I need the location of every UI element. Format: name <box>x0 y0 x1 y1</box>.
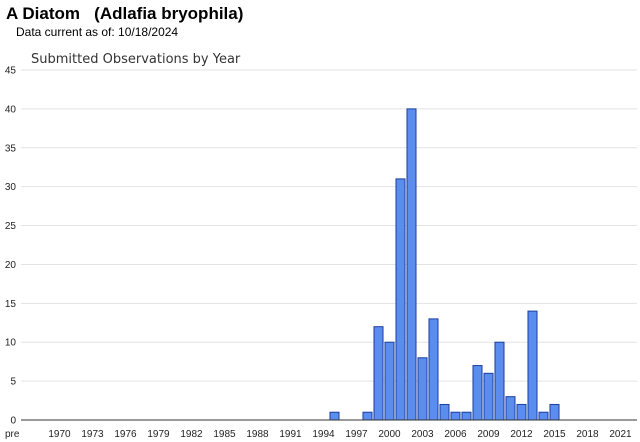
y-tick-label: 35 <box>5 143 17 154</box>
y-tick-label: 40 <box>5 104 17 115</box>
x-tick-label: 1982 <box>180 429 203 440</box>
bar-2017 <box>549 403 560 421</box>
y-tick-label: 30 <box>5 182 17 193</box>
bar-2013 <box>505 396 516 421</box>
x-tick-label: 2006 <box>444 429 467 440</box>
y-tick-label: 10 <box>5 338 17 349</box>
bar-2015 <box>527 310 538 421</box>
bar-2008 <box>450 411 461 421</box>
bar-2011 <box>483 372 494 421</box>
x-tick-label: 2009 <box>477 429 500 440</box>
chart-title: Submitted Observations by Year <box>31 52 241 67</box>
y-tick-label: 5 <box>10 377 16 388</box>
y-axis-ticks: 0 5 10 15 20 25 30 35 40 45 <box>5 66 17 427</box>
bar-2012 <box>494 341 505 421</box>
x-axis-ticks: pre 1970 1973 1976 1979 1982 1985 1988 1991 1994 1… <box>5 429 632 440</box>
bars <box>329 108 560 421</box>
x-tick-label: 1985 <box>213 429 236 440</box>
gridlines <box>21 69 637 382</box>
x-tick-label: 2018 <box>576 429 599 440</box>
x-tick-label: 1994 <box>312 429 335 440</box>
x-tick-label: 2003 <box>411 429 434 440</box>
bar-2005 <box>417 357 428 421</box>
bar-2004 <box>406 108 417 421</box>
species-title: A Diatom (Adlafia bryophila) <box>6 4 244 23</box>
x-tick-label: pre <box>5 429 20 440</box>
bar-2002 <box>384 341 395 421</box>
bar-2000 <box>362 411 373 421</box>
data-current-date: Data current as of: 10/18/2024 <box>16 25 179 39</box>
y-tick-label: 25 <box>5 221 17 232</box>
y-tick-label: 45 <box>5 66 17 77</box>
x-tick-label: 1973 <box>81 429 104 440</box>
y-tick-label: 15 <box>5 299 17 310</box>
y-tick-label: 20 <box>5 260 17 271</box>
x-tick-label: 2015 <box>543 429 566 440</box>
x-tick-label: 1991 <box>279 429 302 440</box>
bar-2007 <box>439 403 450 421</box>
bar-2001 <box>373 326 384 421</box>
x-tick-label: 1979 <box>147 429 170 440</box>
x-tick-label: 1970 <box>48 429 71 440</box>
x-tick-label: 1976 <box>114 429 137 440</box>
bar-2016 <box>538 411 549 421</box>
y-tick-label: 0 <box>10 416 16 427</box>
bar-2010 <box>472 365 483 421</box>
bar-2009 <box>461 411 472 421</box>
x-tick-label: 2012 <box>510 429 533 440</box>
bar-1997 <box>329 411 340 421</box>
bar-2006 <box>428 318 439 421</box>
x-tick-label: 2021 <box>609 429 632 440</box>
x-tick-label: 2000 <box>378 429 401 440</box>
bar-2003 <box>395 178 406 421</box>
x-tick-label: 1988 <box>246 429 269 440</box>
bar-2014 <box>516 403 527 421</box>
x-tick-label: 1997 <box>345 429 368 440</box>
